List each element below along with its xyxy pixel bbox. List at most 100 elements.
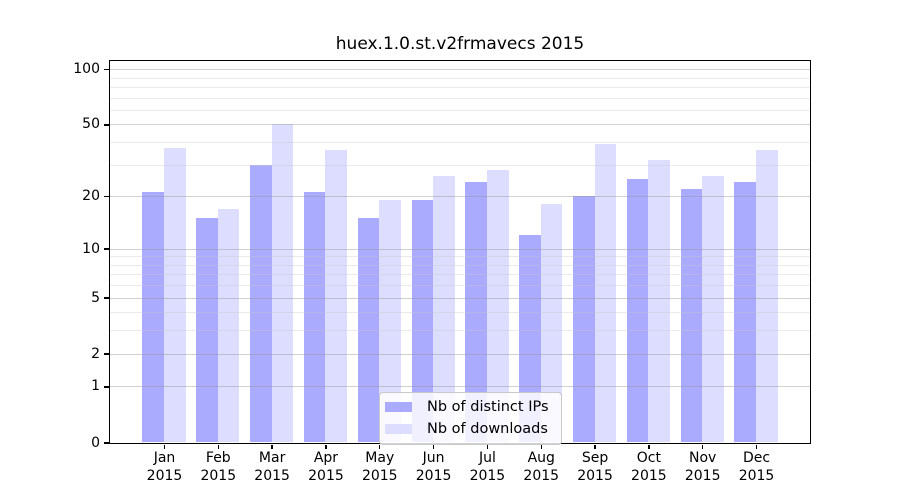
x-axis-tick [217,444,219,449]
x-axis-tick [325,444,327,449]
bar-dec-downloads [756,150,778,443]
bar-oct-downloads [648,159,670,443]
minor-gridline [109,256,810,258]
x-tick-label: Dec 2015 [715,450,799,485]
year-label: 2015 [361,467,398,484]
chart-title: huex.1.0.st.v2frmavecs 2015 [335,34,585,54]
y-axis-tick [103,353,109,355]
year-label: 2015 [308,467,344,484]
x-tick-label: Mar 2015 [230,450,314,485]
y-axis-tick [103,124,109,126]
legend-item-downloads: Nb of downloads [385,421,549,437]
minor-gridline [109,312,810,314]
major-gridline [109,353,810,355]
x-tick-label: Apr 2015 [284,450,368,485]
y-axis-tick [103,386,109,388]
month-label: Feb [205,450,231,466]
year-label: 2015 [631,467,667,484]
major-gridline [109,196,810,198]
month-label: Mar [258,450,286,466]
bar-sep-ips [572,196,595,443]
year-label: 2015 [684,467,721,484]
x-axis-tick [648,444,650,449]
bar-dec-ips [734,182,756,443]
bar-mar-ips [250,164,272,443]
x-tick-label: Jul 2015 [445,450,529,485]
legend-label-distinct-ips: Nb of distinct IPs [427,399,549,415]
y-axis-tick [103,196,109,198]
y-axis-tick [103,69,109,71]
year-label: 2015 [254,467,290,484]
x-tick-label: Sep 2015 [553,450,637,485]
bar-jul-downloads [486,170,509,443]
minor-gridline [109,109,810,111]
bar-jul-ips [465,182,487,443]
bar-may-downloads [379,200,401,443]
y-tick-label: 1 [91,378,100,395]
month-label: Dec [742,450,771,466]
month-label: Sep [581,450,609,466]
y-tick-label: 2 [91,345,100,362]
year-label: 2015 [469,467,506,484]
x-tick-label: Oct 2015 [607,450,691,485]
month-label: Apr [313,450,339,466]
y-tick-label: 5 [91,289,100,306]
plot-area [108,59,811,444]
bar-may-ips [357,218,380,443]
month-label: Jul [478,450,496,466]
y-tick-label: 10 [82,240,100,257]
legend-swatch-distinct-ips [385,402,412,412]
minor-gridline [109,97,810,99]
year-label: 2015 [146,467,183,484]
month-label: May [365,450,395,466]
bar-mar-downloads [271,124,294,443]
y-tick-label: 20 [82,188,100,205]
month-label: Jan [153,450,176,466]
month-label: Nov [689,450,717,466]
x-axis-tick [486,444,489,449]
year-label: 2015 [523,467,560,484]
x-tick-label: May 2015 [338,450,422,485]
year-label: 2015 [738,467,775,484]
x-tick-label: Jun 2015 [392,450,476,485]
minor-gridline [109,164,810,166]
bar-feb-downloads [217,208,240,443]
x-axis-tick [271,444,273,449]
major-gridline [109,248,810,250]
y-axis-tick [103,248,109,250]
major-gridline [109,124,810,126]
x-axis-tick [379,444,381,449]
month-label: Aug [527,450,555,466]
minor-gridline [109,285,810,287]
month-label: Oct [636,450,661,466]
legend-item-distinct-ips: Nb of distinct IPs [385,399,549,415]
minor-gridline [109,142,810,144]
bar-aug-downloads [540,204,563,443]
year-label: 2015 [200,467,237,484]
bar-aug-ips [519,235,541,443]
bar-nov-ips [680,188,703,443]
x-axis-tick [163,444,166,449]
x-axis-tick [594,444,596,449]
bar-feb-ips [196,218,218,443]
bar-apr-downloads [325,150,348,443]
y-tick-label: 0 [91,434,100,451]
minor-gridline [109,87,810,89]
legend-swatch-downloads [385,424,412,434]
x-tick-label: Aug 2015 [499,450,583,485]
bar-jun-ips [411,200,434,443]
bar-nov-downloads [702,175,724,443]
x-axis-tick [755,444,758,449]
bar-jan-downloads [164,148,186,443]
x-axis-tick [540,444,542,449]
x-tick-label: Nov 2015 [661,450,745,485]
x-axis-tick [432,444,435,449]
minor-gridline [109,274,810,276]
year-label: 2015 [415,467,452,484]
year-label: 2015 [577,467,613,484]
x-axis-tick [702,444,704,449]
month-label: Jun [422,450,445,466]
legend-label-downloads: Nb of downloads [427,421,548,437]
y-tick-label: 50 [82,116,100,133]
